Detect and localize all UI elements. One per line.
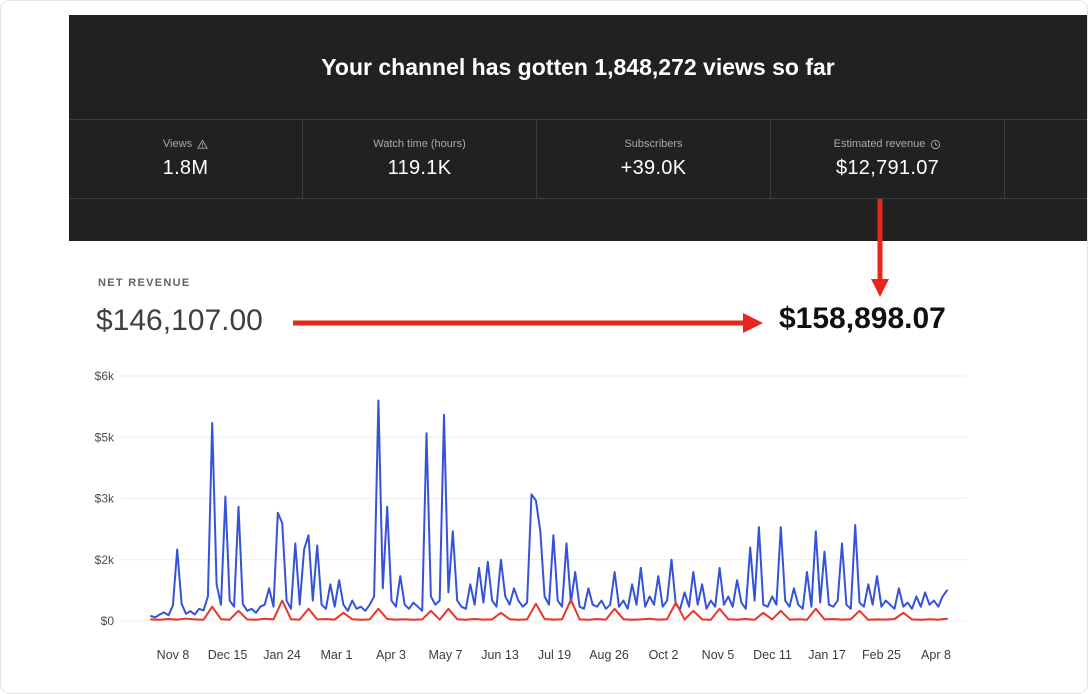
- annotation-arrow-right-icon: [293, 311, 765, 340]
- svg-text:Feb 25: Feb 25: [862, 648, 901, 662]
- stat-value-watch-time: 119.1K: [387, 157, 452, 179]
- svg-text:Mar 1: Mar 1: [321, 648, 353, 662]
- stat-value-views: 1.8M: [162, 157, 209, 179]
- channel-views-title: Your channel has gotten 1,848,272 views …: [321, 53, 835, 80]
- svg-text:Dec 15: Dec 15: [208, 648, 248, 662]
- stats-row: Views 1.8M Watch time (hours) 119.1K Sub…: [69, 119, 1087, 199]
- svg-text:$0: $0: [101, 614, 115, 628]
- stat-value-estimated-revenue: $12,791.07: [835, 157, 940, 179]
- stat-value-subscribers: +39.0K: [620, 157, 687, 179]
- net-revenue-label: NET REVENUE: [98, 277, 191, 289]
- svg-text:Jan 24: Jan 24: [263, 648, 301, 662]
- stat-cell-views: Views 1.8M: [69, 120, 303, 198]
- svg-text:$5k: $5k: [95, 430, 115, 444]
- stat-label-subscribers: Subscribers: [624, 138, 683, 150]
- svg-text:May 7: May 7: [428, 648, 462, 662]
- revenue-chart-svg: $6k $5k $3k $2k $0 Nov 8 Dec 15 Jan 24 Mar 1 Apr …: [95, 369, 966, 662]
- svg-text:Dec 11: Dec 11: [753, 648, 792, 662]
- svg-text:Jun 13: Jun 13: [481, 648, 519, 662]
- stat-label-estimated-revenue: Estimated revenue: [833, 138, 926, 150]
- stat-cell-estimated-revenue: Estimated revenue $12,791.07: [771, 120, 1005, 198]
- svg-text:Jul 19: Jul 19: [538, 648, 571, 662]
- net-revenue-after-value: $158,898.07: [779, 302, 946, 335]
- stat-cell-subscribers: Subscribers +39.0K: [537, 120, 771, 198]
- svg-text:Nov 5: Nov 5: [702, 648, 735, 662]
- svg-text:Aug 26: Aug 26: [589, 648, 629, 662]
- svg-text:Jan 17: Jan 17: [808, 648, 846, 662]
- annotation-arrow-down-icon: [871, 199, 889, 304]
- svg-text:$6k: $6k: [95, 369, 115, 383]
- clock-icon: [930, 139, 941, 150]
- svg-text:Oct 2: Oct 2: [649, 648, 679, 662]
- revenue-chart: $6k $5k $3k $2k $0 Nov 8 Dec 15 Jan 24 Mar 1 Apr …: [89, 369, 989, 669]
- stats-row-filler: [1005, 120, 1087, 198]
- stat-label-views: Views: [162, 138, 193, 150]
- net-revenue-before-value: $146,107.00: [96, 304, 263, 337]
- svg-text:Apr 8: Apr 8: [921, 648, 951, 662]
- svg-text:$3k: $3k: [95, 492, 115, 506]
- warning-icon: [197, 138, 208, 150]
- svg-text:$2k: $2k: [95, 553, 115, 567]
- stat-cell-watch-time: Watch time (hours) 119.1K: [303, 120, 537, 198]
- stat-label-watch-time: Watch time (hours): [373, 138, 466, 150]
- channel-summary-panel: Your channel has gotten 1,848,272 views …: [69, 15, 1087, 241]
- svg-text:Apr 3: Apr 3: [376, 648, 406, 662]
- svg-text:Nov 8: Nov 8: [157, 648, 190, 662]
